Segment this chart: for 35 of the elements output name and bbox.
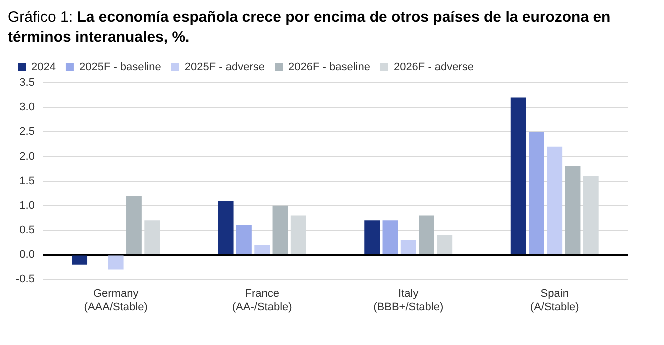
bar — [254, 245, 270, 254]
bar — [218, 200, 234, 254]
legend-label: 2026F - adverse — [394, 62, 474, 74]
legend-label: 2025F - adverse — [184, 62, 266, 74]
bar — [382, 220, 398, 254]
y-tick-label: 3.0 — [20, 102, 35, 114]
y-tick-label: 0.0 — [20, 249, 35, 262]
y-tick-label: -0.5 — [16, 274, 35, 286]
bar — [272, 206, 288, 254]
y-tick-label: 1.5 — [20, 175, 35, 188]
bar — [126, 196, 142, 254]
legend-label: 2025F - baseline — [79, 62, 162, 74]
bar — [547, 146, 563, 254]
x-tick-label: Spain (A/Stable) — [530, 288, 580, 314]
bar — [529, 132, 544, 254]
y-tick-label: 3.5 — [20, 77, 35, 90]
bar — [419, 216, 434, 254]
bar — [236, 226, 252, 254]
y-tick-label: 2.0 — [20, 150, 35, 163]
bar — [108, 256, 124, 270]
bar — [400, 240, 416, 254]
x-tick-label: France (AA-/Stable) — [232, 288, 292, 314]
bar — [437, 235, 453, 254]
bar — [510, 98, 526, 254]
bar — [364, 220, 380, 254]
x-tick-label: Germany (AAA/Stable) — [84, 288, 148, 314]
legend-label: 2024 — [32, 62, 56, 74]
chart-title: Gráfico 1: La economía española crece por encima de otros países de la eurozona en términos interanuales, %. — [8, 9, 611, 46]
legend-label: 2026F - baseline — [288, 62, 370, 74]
y-tick-label: 2.5 — [20, 126, 35, 138]
bar — [565, 166, 581, 254]
bar — [72, 256, 88, 265]
y-tick-label: 0.5 — [20, 224, 35, 236]
y-tick-label: 1.0 — [20, 200, 35, 212]
x-tick-label: Italy (BBB+/Stable) — [374, 288, 444, 314]
